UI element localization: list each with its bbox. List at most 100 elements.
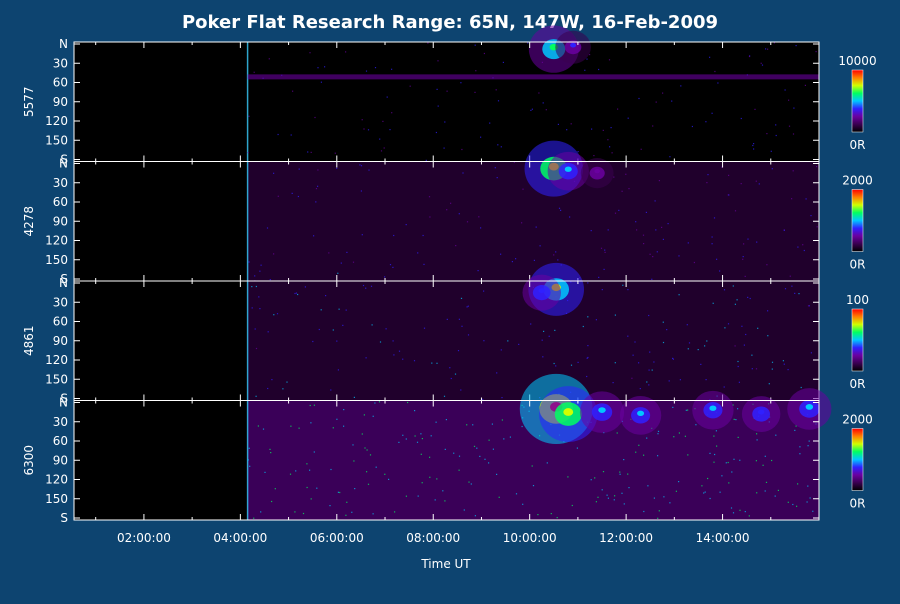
speckle xyxy=(274,488,276,490)
speckle xyxy=(740,117,742,120)
speckle xyxy=(586,357,588,359)
speckle xyxy=(627,289,629,291)
speckle xyxy=(764,490,766,492)
speckle xyxy=(680,85,682,87)
speckle xyxy=(795,45,797,47)
speckle xyxy=(816,166,818,168)
speckle xyxy=(345,514,347,516)
speckle xyxy=(307,151,309,153)
speckle xyxy=(711,112,713,114)
speckle xyxy=(728,194,730,196)
speckle xyxy=(747,238,749,240)
speckle xyxy=(374,67,377,69)
speckle xyxy=(495,89,497,91)
speckle xyxy=(405,495,407,497)
speckle xyxy=(569,216,571,218)
colorbar-min-label: 0R xyxy=(850,258,866,272)
speckle xyxy=(325,295,327,297)
speckle xyxy=(466,424,468,426)
speckle xyxy=(290,134,292,136)
speckle xyxy=(251,286,253,288)
speckle xyxy=(662,238,664,240)
panel-5577: N 30 60 90 120 150 S 5577 10000 0R xyxy=(22,25,877,167)
speckle xyxy=(502,61,504,63)
y-tick-label: 30 xyxy=(53,176,68,190)
speckle xyxy=(417,495,419,497)
speckle xyxy=(799,453,801,455)
speckle xyxy=(371,324,373,326)
speckle xyxy=(755,180,757,182)
speckle xyxy=(374,402,376,404)
colorbar-max-label: 2000 xyxy=(842,413,873,427)
speckle xyxy=(334,152,336,154)
speckle xyxy=(623,503,625,505)
speckle xyxy=(463,509,465,511)
speckle xyxy=(315,201,317,203)
speckle xyxy=(337,369,339,371)
speckle xyxy=(266,227,269,229)
speckle xyxy=(707,477,709,480)
speckle xyxy=(488,462,490,464)
speckle xyxy=(527,42,529,44)
speckle xyxy=(639,388,641,390)
speckle xyxy=(614,362,616,364)
speckle xyxy=(658,510,660,512)
speckle xyxy=(306,463,308,465)
speckle xyxy=(648,369,650,371)
speckle xyxy=(646,381,648,383)
speckle xyxy=(647,485,649,487)
x-tick-label: 08:00:00 xyxy=(406,531,460,545)
speckle xyxy=(640,148,642,150)
y-tick-label: 120 xyxy=(45,234,68,248)
speckle xyxy=(731,471,733,473)
speckle xyxy=(557,259,559,261)
speckle xyxy=(500,253,502,255)
speckle xyxy=(745,333,747,336)
speckle xyxy=(804,84,806,86)
speckle xyxy=(361,433,363,435)
speckle xyxy=(584,69,586,71)
speckle xyxy=(638,444,640,446)
speckle xyxy=(542,356,544,358)
speckle xyxy=(360,190,362,192)
speckle xyxy=(632,354,634,356)
speckle xyxy=(496,473,498,475)
speckle xyxy=(315,188,318,190)
speckle xyxy=(566,129,568,131)
speckle xyxy=(751,354,753,356)
speckle xyxy=(792,170,794,172)
speckle xyxy=(268,58,270,60)
speckle xyxy=(792,503,794,506)
speckle xyxy=(515,258,517,260)
speckle xyxy=(360,165,363,167)
speckle xyxy=(337,272,339,274)
speckle xyxy=(679,379,681,381)
speckle xyxy=(359,164,361,166)
speckle xyxy=(627,335,629,337)
speckle xyxy=(491,423,493,425)
speckle xyxy=(380,150,383,152)
panel-wavelength-label: 5577 xyxy=(22,86,36,117)
speckle xyxy=(407,401,409,404)
speckle xyxy=(365,357,367,359)
speckle xyxy=(815,51,817,53)
speckle xyxy=(474,91,476,93)
speckle xyxy=(543,330,545,332)
speckle xyxy=(787,501,789,503)
speckle xyxy=(723,289,726,291)
speckle xyxy=(289,473,292,475)
speckle xyxy=(372,513,374,515)
speckle xyxy=(340,262,342,264)
y-tick-label: 60 xyxy=(53,315,68,329)
speckle xyxy=(291,192,293,194)
speckle xyxy=(687,348,689,350)
speckle xyxy=(394,511,396,513)
speckle xyxy=(739,509,741,511)
speckle xyxy=(354,488,356,490)
speckle xyxy=(427,42,429,44)
speckle xyxy=(477,270,479,272)
speckle xyxy=(361,119,363,121)
speckle xyxy=(751,368,753,370)
colorbar-max-label: 100 xyxy=(846,293,869,307)
speckle xyxy=(600,247,603,249)
